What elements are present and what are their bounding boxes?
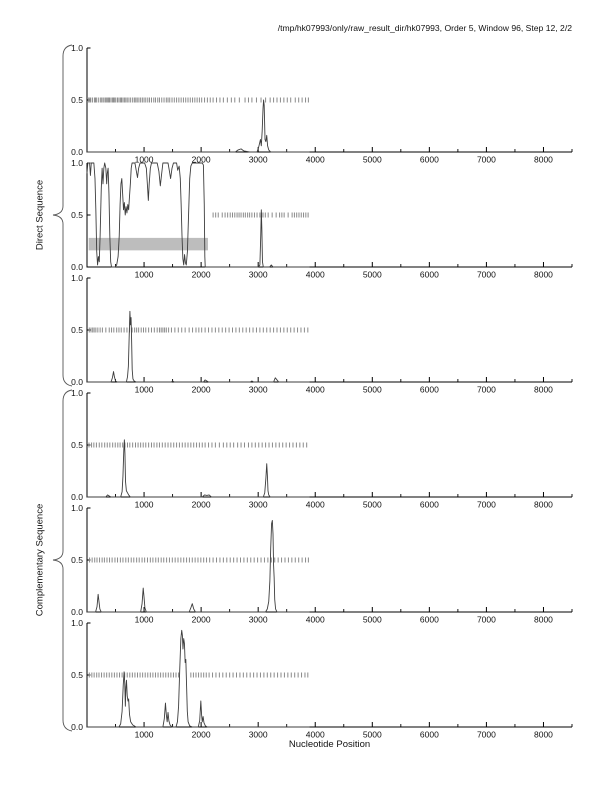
panel-direct-frame-1: 0.0 0.5 1.0 1000 2000 3000 4000 5000 6000 7000 800… — [71, 43, 573, 165]
x-tick-label: 5000 — [363, 730, 382, 740]
orf-markers — [88, 442, 308, 448]
x-tick-label: 8000 — [534, 500, 553, 510]
y-tick-label: 1.0 — [71, 388, 83, 398]
y-tick-label: 0.5 — [71, 670, 83, 680]
x-tick-label: 1000 — [135, 500, 154, 510]
panel-direct-frame-2: 0.0 0.5 1.0 1000 2000 3000 4000 5000 6000 7000 800… — [71, 158, 573, 280]
x-tick-label: 3000 — [249, 155, 268, 165]
x-tick-label: 8000 — [534, 155, 553, 165]
x-tick-label: 1000 — [135, 155, 154, 165]
panel-complementary-frame-2: 0.0 0.5 1.0 1000 2000 3000 4000 5000 6000 7000 800… — [71, 503, 573, 625]
x-tick-label: 2000 — [192, 615, 211, 625]
complementary-sequence-brace — [52, 389, 73, 732]
probability-curve — [86, 162, 310, 268]
x-tick-label: 3000 — [249, 385, 268, 395]
x-tick-label: 6000 — [420, 385, 439, 395]
x-tick-label: 3000 — [249, 615, 268, 625]
probability-curve — [87, 99, 310, 153]
x-tick-label: 5000 — [363, 615, 382, 625]
panel-complementary-frame-1: 0.0 0.5 1.0 1000 2000 3000 4000 5000 6000 7000 800… — [71, 388, 573, 510]
panel-direct-frame-3: 0.0 0.5 1.0 1000 2000 3000 4000 5000 6000 7000 800… — [71, 273, 573, 395]
x-tick-label: 7000 — [477, 155, 496, 165]
orf-markers — [88, 672, 309, 678]
x-tick-label: 6000 — [420, 270, 439, 280]
x-tick-label: 5000 — [363, 155, 382, 165]
x-tick-label: 4000 — [306, 155, 325, 165]
x-tick-label: 5000 — [363, 270, 382, 280]
probability-curve — [87, 439, 310, 498]
x-tick-label: 2000 — [192, 270, 211, 280]
x-tick-label: 4000 — [306, 500, 325, 510]
x-tick-label: 3000 — [249, 270, 268, 280]
y-tick-label: 0.0 — [71, 377, 83, 387]
x-tick-label: 4000 — [306, 270, 325, 280]
x-tick-label: 6000 — [420, 500, 439, 510]
x-tick-label: 6000 — [420, 730, 439, 740]
x-tick-label: 3000 — [249, 730, 268, 740]
y-tick-label: 1.0 — [71, 158, 83, 168]
x-tick-label: 5000 — [363, 385, 382, 395]
axis-frame — [86, 508, 572, 613]
x-tick-label: 1000 — [135, 270, 154, 280]
x-tick-label: 8000 — [534, 730, 553, 740]
y-tick-label: 0.0 — [71, 722, 83, 732]
orf-markers — [88, 327, 309, 333]
probability-curve — [87, 520, 310, 613]
x-tick-label: 1000 — [135, 730, 154, 740]
x-tick-label: 8000 — [534, 270, 553, 280]
x-tick-label: 7000 — [477, 615, 496, 625]
x-tick-label: 4000 — [306, 730, 325, 740]
direct-sequence-brace — [52, 44, 73, 387]
x-tick-label: 4000 — [306, 385, 325, 395]
y-tick-label: 1.0 — [71, 273, 83, 283]
x-tick-label: 7000 — [477, 385, 496, 395]
page-title: /tmp/hk07993/only/raw_result_dir/hk07993… — [277, 23, 572, 33]
x-tick-label: 7000 — [477, 500, 496, 510]
probability-curve — [87, 310, 310, 383]
x-tick-label: 3000 — [249, 500, 268, 510]
y-tick-label: 0.0 — [71, 492, 83, 502]
x-tick-label: 2000 — [192, 500, 211, 510]
x-tick-label: 7000 — [477, 730, 496, 740]
y-tick-label: 1.0 — [71, 618, 83, 628]
probability-curve — [87, 629, 310, 728]
x-tick-label: 6000 — [420, 155, 439, 165]
x-tick-label: 8000 — [534, 615, 553, 625]
y-tick-label: 0.5 — [71, 325, 83, 335]
y-tick-label: 0.5 — [71, 210, 83, 220]
x-tick-label: 2000 — [192, 155, 211, 165]
axis-frame — [86, 623, 572, 728]
y-tick-label: 0.5 — [71, 440, 83, 450]
x-tick-label: 6000 — [420, 615, 439, 625]
y-tick-label: 1.0 — [71, 503, 83, 513]
y-tick-label: 1.0 — [71, 43, 83, 53]
orf-markers — [89, 557, 309, 563]
x-tick-label: 4000 — [306, 615, 325, 625]
y-tick-label: 0.5 — [71, 555, 83, 565]
y-tick-label: 0.0 — [71, 262, 83, 272]
panel-complementary-frame-3: 0.0 0.5 1.0 1000 2000 3000 4000 5000 6000 7000 800… — [71, 618, 573, 740]
y-tick-label: 0.5 — [71, 95, 83, 105]
x-tick-label: 5000 — [363, 500, 382, 510]
y-tick-label: 0.0 — [71, 607, 83, 617]
x-tick-label: 1000 — [135, 385, 154, 395]
x-tick-label: 1000 — [135, 615, 154, 625]
x-tick-label: 7000 — [477, 270, 496, 280]
x-tick-label: 8000 — [534, 385, 553, 395]
x-tick-label: 2000 — [192, 730, 211, 740]
orf-markers — [212, 212, 309, 218]
x-tick-label: 2000 — [192, 385, 211, 395]
orf-markers — [88, 97, 309, 103]
y-tick-label: 0.0 — [71, 147, 83, 157]
x-axis-label: Nucleotide Position — [288, 739, 371, 750]
highlight-bar — [88, 237, 208, 251]
